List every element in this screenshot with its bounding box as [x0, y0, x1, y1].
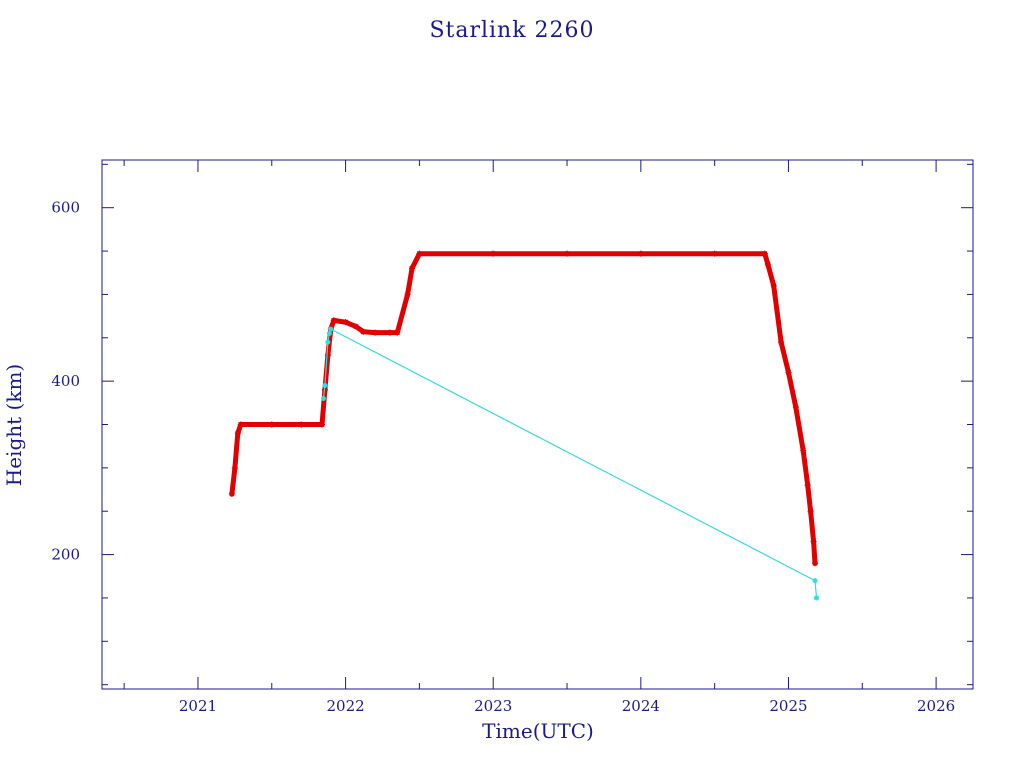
x-tick-label: 2021	[179, 697, 217, 715]
chart-title: Starlink 2260	[429, 18, 594, 43]
y-axis-label: Height (km)	[2, 364, 26, 486]
data-point	[812, 560, 819, 567]
data-point	[394, 329, 401, 336]
data-point	[800, 447, 807, 454]
data-point	[237, 421, 244, 428]
data-point	[352, 323, 359, 330]
x-tick-label: 2023	[474, 697, 512, 715]
data-point	[318, 421, 325, 428]
data-point	[326, 330, 332, 336]
data-point	[386, 329, 393, 336]
series-primary	[228, 250, 819, 567]
data-point	[320, 395, 326, 401]
data-point	[298, 421, 305, 428]
series-secondary	[320, 326, 820, 601]
data-point	[761, 250, 768, 257]
axis-tick-labels: 2021 2022 2023 2024 2025 2026 200 400 600	[51, 199, 955, 715]
data-point	[637, 250, 644, 257]
x-axis-label: Time(UTC)	[482, 719, 594, 743]
data-point	[778, 339, 785, 346]
data-point	[228, 490, 235, 497]
y-tick-label: 200	[51, 546, 80, 564]
data-point	[325, 339, 331, 345]
data-point	[404, 291, 411, 298]
data-point	[360, 328, 367, 335]
data-point	[490, 250, 497, 257]
data-point	[372, 329, 379, 336]
data-series	[228, 250, 820, 601]
data-point	[711, 250, 718, 257]
y-tick-label: 600	[51, 199, 80, 217]
data-point	[564, 250, 571, 257]
data-point	[268, 421, 275, 428]
axis-ticks	[102, 160, 973, 689]
plot-frame	[101, 159, 974, 690]
data-point	[330, 317, 337, 324]
data-point	[810, 538, 817, 545]
data-point	[328, 326, 334, 332]
data-point	[792, 404, 799, 411]
data-point	[785, 369, 792, 376]
data-point	[234, 430, 241, 437]
x-tick-label: 2022	[326, 697, 364, 715]
data-point	[814, 595, 820, 601]
data-point	[416, 250, 423, 257]
data-point	[807, 508, 814, 515]
x-tick-label: 2024	[622, 697, 660, 715]
data-point	[322, 382, 328, 388]
data-point	[764, 261, 771, 268]
data-point	[342, 319, 349, 326]
x-tick-label: 2025	[769, 697, 807, 715]
data-point	[231, 464, 238, 471]
data-point	[812, 578, 818, 584]
data-point	[409, 265, 416, 272]
series-trace-line	[322, 328, 818, 599]
y-tick-label: 400	[51, 372, 80, 390]
data-point	[804, 482, 811, 489]
data-point	[324, 352, 331, 359]
series-trace-line	[229, 251, 818, 566]
x-tick-label: 2026	[917, 697, 955, 715]
data-point	[770, 282, 777, 289]
